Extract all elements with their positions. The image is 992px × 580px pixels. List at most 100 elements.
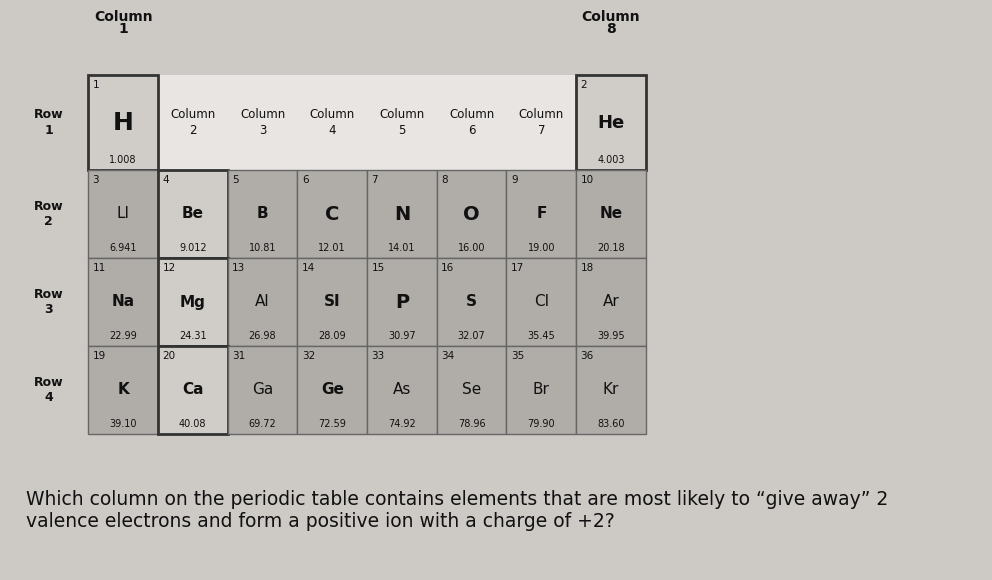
Text: 7: 7 [371, 175, 378, 185]
Text: 9.012: 9.012 [179, 243, 206, 253]
Bar [507, 346, 576, 434]
Text: Which column on the periodic table contains elements that are most likely to “gi: Which column on the periodic table conta… [27, 490, 889, 531]
Bar [88, 258, 158, 346]
Text: Column: Column [310, 108, 355, 121]
Text: 40.08: 40.08 [179, 419, 206, 429]
Text: 2: 2 [189, 124, 196, 137]
Text: Column: Column [519, 108, 564, 121]
Text: 9: 9 [511, 175, 518, 185]
Text: Ca: Ca [183, 382, 203, 397]
Text: 36: 36 [580, 351, 594, 361]
Bar [88, 170, 158, 258]
Bar [158, 170, 227, 258]
Text: Br: Br [533, 382, 550, 397]
Text: 10: 10 [580, 175, 594, 185]
Text: 4.003: 4.003 [597, 155, 625, 165]
Bar [576, 346, 646, 434]
Bar [436, 346, 507, 434]
Text: 6: 6 [468, 124, 475, 137]
Text: As: As [393, 382, 411, 397]
Text: 18: 18 [580, 263, 594, 273]
Text: Ga: Ga [252, 382, 273, 397]
Text: F: F [536, 206, 547, 222]
Text: 6: 6 [302, 175, 309, 185]
Text: 24.31: 24.31 [179, 331, 206, 341]
Text: 16: 16 [441, 263, 454, 273]
Bar [298, 170, 367, 258]
Text: 12: 12 [163, 263, 176, 273]
Text: 11: 11 [92, 263, 106, 273]
Text: 14: 14 [302, 263, 315, 273]
Text: 31: 31 [232, 351, 245, 361]
Text: Mg: Mg [180, 295, 205, 310]
Text: 5: 5 [398, 124, 406, 137]
Text: 39.95: 39.95 [597, 331, 625, 341]
Bar [367, 170, 436, 258]
Text: Row
2: Row 2 [34, 200, 63, 228]
Bar [367, 346, 436, 434]
Text: O: O [463, 205, 480, 223]
Text: K: K [117, 382, 129, 397]
Bar [158, 346, 227, 434]
Text: 12.01: 12.01 [318, 243, 346, 253]
Text: Al: Al [255, 295, 270, 310]
Bar [576, 258, 646, 346]
Text: 1: 1 [92, 80, 99, 90]
Text: 35.45: 35.45 [528, 331, 556, 341]
Text: LI: LI [117, 206, 130, 222]
Text: 17: 17 [511, 263, 524, 273]
Text: CI: CI [534, 295, 549, 310]
Text: 4: 4 [328, 124, 336, 137]
Text: 26.98: 26.98 [249, 331, 277, 341]
Text: Column: Column [240, 108, 285, 121]
Text: 13: 13 [232, 263, 245, 273]
Bar [507, 170, 576, 258]
Text: C: C [325, 205, 339, 223]
Text: Se: Se [462, 382, 481, 397]
Text: 19.00: 19.00 [528, 243, 556, 253]
Text: 2: 2 [580, 80, 587, 90]
Text: 22.99: 22.99 [109, 331, 137, 341]
Text: 74.92: 74.92 [388, 419, 416, 429]
Text: 39.10: 39.10 [109, 419, 137, 429]
Text: 28.09: 28.09 [318, 331, 346, 341]
Bar [436, 258, 507, 346]
Text: Ge: Ge [320, 382, 343, 397]
Bar [436, 170, 507, 258]
Text: 16.00: 16.00 [458, 243, 485, 253]
Text: 19: 19 [92, 351, 106, 361]
Bar [507, 258, 576, 346]
Bar [227, 258, 298, 346]
Text: 6.941: 6.941 [109, 243, 137, 253]
Text: 32: 32 [302, 351, 315, 361]
Text: 30.97: 30.97 [388, 331, 416, 341]
Text: He: He [597, 114, 625, 132]
Text: 83.60: 83.60 [597, 419, 625, 429]
Text: 7: 7 [538, 124, 545, 137]
Text: 8: 8 [441, 175, 447, 185]
Text: Ne: Ne [599, 206, 623, 222]
Text: 4: 4 [163, 175, 169, 185]
Bar [367, 258, 436, 346]
Text: SI: SI [324, 295, 340, 310]
Bar [227, 170, 298, 258]
Text: N: N [394, 205, 410, 223]
Text: P: P [395, 292, 409, 311]
Bar [576, 170, 646, 258]
Text: 33: 33 [371, 351, 385, 361]
Text: 15: 15 [371, 263, 385, 273]
Text: 35: 35 [511, 351, 524, 361]
Text: B: B [257, 206, 268, 222]
Bar [88, 346, 158, 434]
Text: Column: Column [379, 108, 425, 121]
Text: 72.59: 72.59 [318, 419, 346, 429]
Text: 34: 34 [441, 351, 454, 361]
Text: 1: 1 [118, 22, 128, 36]
Text: 3: 3 [92, 175, 99, 185]
Text: Row
1: Row 1 [34, 108, 63, 136]
Text: 3: 3 [259, 124, 266, 137]
Text: 10.81: 10.81 [249, 243, 276, 253]
Text: 20: 20 [163, 351, 176, 361]
Text: Na: Na [111, 295, 135, 310]
Text: Row
4: Row 4 [34, 376, 63, 404]
